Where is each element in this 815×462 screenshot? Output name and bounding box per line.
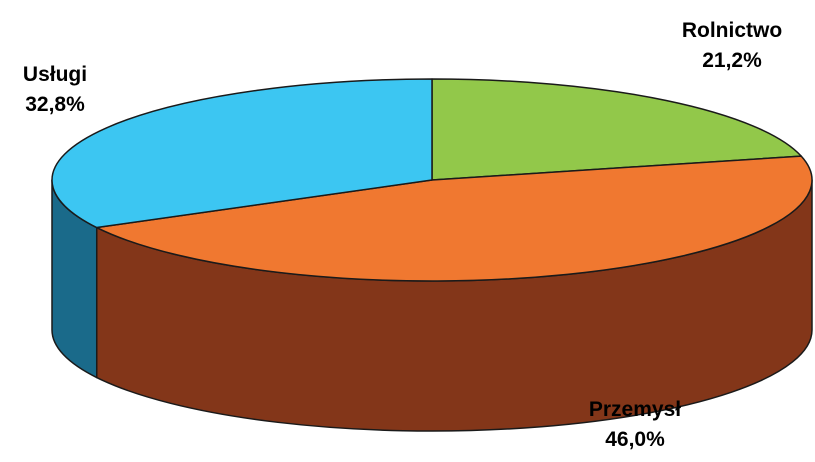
label-rolnictwo: Rolnictwo 21,2% bbox=[672, 16, 792, 76]
slice-przemys bbox=[95, 155, 813, 282]
label-rolnictwo-name: Rolnictwo bbox=[681, 19, 783, 42]
label-uslugi: Usługi 32,8% bbox=[0, 60, 110, 120]
label-przemysl: Przemysł 46,0% bbox=[560, 395, 710, 455]
label-rolnictwo-value: 21,2% bbox=[702, 49, 762, 72]
label-uslugi-value: 32,8% bbox=[25, 93, 85, 116]
label-przemysl-name: Przemysł bbox=[588, 398, 682, 421]
slice-rolnictwo bbox=[431, 78, 802, 181]
pie-top bbox=[51, 78, 813, 282]
label-przemysl-value: 46,0% bbox=[605, 428, 665, 451]
slice-usugi bbox=[51, 78, 433, 229]
label-uslugi-name: Usługi bbox=[22, 63, 88, 86]
